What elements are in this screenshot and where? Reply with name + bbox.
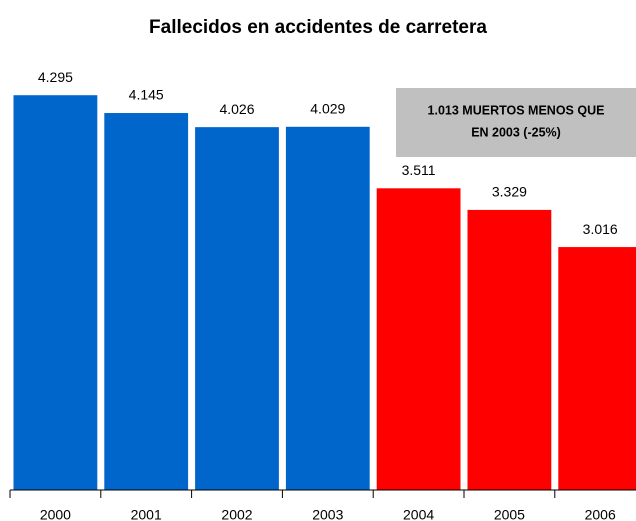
bar: [558, 247, 636, 490]
data-label: 3.016: [583, 221, 618, 237]
data-label: 4.029: [310, 100, 345, 116]
x-tick-label: 2000: [40, 507, 71, 521]
x-tick-label: 2005: [494, 507, 525, 521]
chart-title: Fallecidos en accidentes de carretera: [149, 17, 487, 38]
x-tick-label: 2003: [312, 507, 343, 521]
data-label: 4.145: [129, 87, 164, 103]
x-tick-label: 2004: [403, 507, 434, 521]
annotation: 1.013 MUERTOS MENOS QUE: [428, 103, 605, 117]
data-label: 4.295: [38, 69, 73, 85]
x-tick-label: 2002: [221, 507, 252, 521]
data-label: 4.026: [219, 101, 254, 117]
bar: [467, 209, 552, 490]
annotation: EN 2003 (-25%): [471, 125, 561, 139]
annotation-box: [396, 88, 636, 157]
data-label: 3.511: [402, 162, 436, 178]
x-tick-label: 2001: [131, 507, 162, 521]
bar: [376, 188, 461, 491]
bar: [195, 127, 279, 490]
x-tick-label: 2006: [585, 507, 616, 521]
bar: [104, 113, 189, 491]
bar: [285, 126, 370, 490]
data-label: 3.329: [492, 184, 527, 200]
bar: [13, 95, 98, 490]
